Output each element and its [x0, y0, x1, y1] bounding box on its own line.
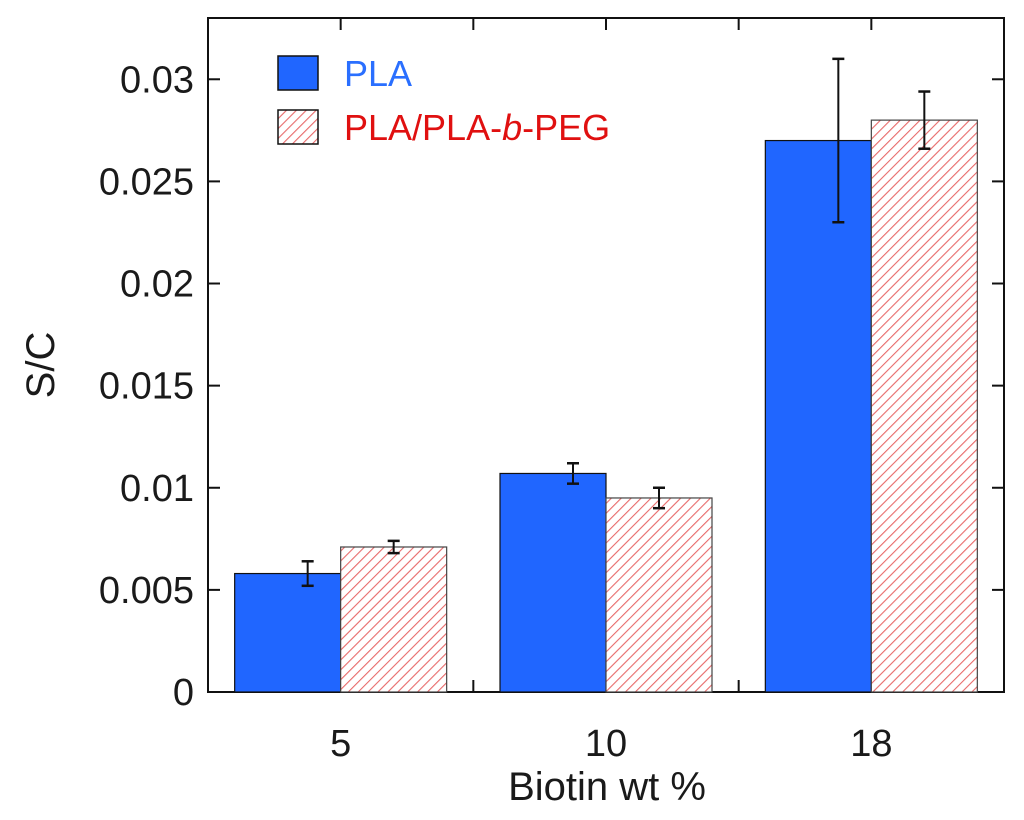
legend-swatch-pla: [277, 55, 319, 91]
bar-pla-5: [234, 572, 342, 693]
y-axis-label: S/C: [19, 332, 63, 399]
y-tick-label: 0.03: [120, 59, 194, 101]
bar-pla-10: [499, 472, 607, 693]
y-tick-label: 0.015: [99, 366, 194, 408]
bar-pla-peg-10: [605, 497, 713, 693]
legend-label-pla: PLA: [344, 53, 412, 94]
y-tick-label: 0.01: [120, 468, 194, 510]
x-tick-label: 10: [585, 723, 627, 765]
x-tick-label: 5: [330, 723, 351, 765]
y-tick-label: 0: [173, 672, 194, 714]
y-tick-label: 0.005: [99, 570, 194, 612]
y-tick-label: 0.02: [120, 264, 194, 306]
x-axis-label: Biotin wt %: [508, 765, 706, 809]
x-tick-label: 18: [850, 723, 892, 765]
plot-area: 0 0.005 0.01 0.015 0.02 0.025 0.03 5 10 18 PLA PLA/…: [99, 17, 1005, 765]
bar-pla-18: [764, 139, 872, 693]
y-tick-label: 0.025: [99, 161, 194, 203]
bar-pla-peg-5: [340, 546, 448, 693]
bar-pla-peg-18: [870, 119, 978, 693]
legend-swatch-pla-peg: [277, 109, 319, 145]
legend-label-pla-peg: PLA/PLA-b-PEG: [344, 107, 610, 148]
